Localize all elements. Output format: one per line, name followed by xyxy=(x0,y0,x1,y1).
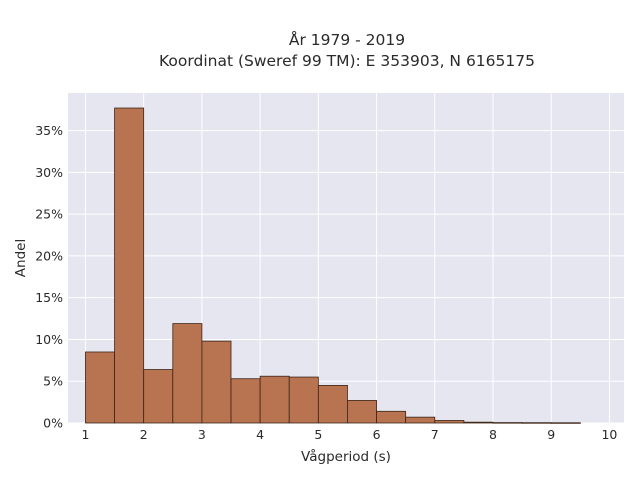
x-tick-label: 9 xyxy=(547,427,555,442)
x-axis-label: Vågperiod (s) xyxy=(301,448,391,465)
histogram-bar xyxy=(288,376,319,424)
histogram-bar xyxy=(114,107,145,424)
y-tick-label: 10% xyxy=(35,332,63,347)
histogram-bar xyxy=(230,378,261,424)
x-tick-label: 10 xyxy=(601,427,617,442)
histogram-bar xyxy=(405,416,436,424)
y-tick-label: 35% xyxy=(35,123,63,138)
y-tick-label: 0% xyxy=(43,416,63,431)
histogram-bars xyxy=(85,107,581,424)
y-tick-label: 15% xyxy=(35,290,63,305)
x-tick-label: 7 xyxy=(431,427,439,442)
histogram-bar xyxy=(85,351,115,424)
y-tick-label: 5% xyxy=(43,374,63,389)
x-tick-label: 4 xyxy=(256,427,264,442)
chart-title-line2: Koordinat (Sweref 99 TM): E 353903, N 61… xyxy=(159,52,535,70)
histogram-bar xyxy=(434,420,465,424)
histogram-bar xyxy=(376,410,407,424)
x-axis-ticks: 1 2 3 4 5 6 7 8 9 10 xyxy=(81,427,617,442)
histogram-bar xyxy=(492,422,523,424)
histogram-bar xyxy=(550,422,581,424)
histogram-bar xyxy=(201,340,232,424)
x-tick-label: 8 xyxy=(489,427,497,442)
y-tick-label: 30% xyxy=(35,165,63,180)
x-tick-label: 6 xyxy=(373,427,381,442)
x-tick-label: 3 xyxy=(198,427,206,442)
histogram-bar xyxy=(347,400,377,424)
y-axis-ticks: 0% 5% 10% 15% 20% 25% 30% 35% xyxy=(35,123,63,430)
histogram-bar xyxy=(259,375,290,424)
histogram-bar xyxy=(463,421,494,424)
x-tick-label: 5 xyxy=(314,427,322,442)
histogram-bar xyxy=(521,422,552,424)
x-tick-label: 2 xyxy=(140,427,148,442)
plot-area xyxy=(68,93,624,423)
histogram-bar xyxy=(143,369,174,424)
y-tick-label: 25% xyxy=(35,207,63,222)
x-tick-label: 1 xyxy=(81,427,89,442)
y-tick-label: 20% xyxy=(35,248,63,263)
chart-title-line1: År 1979 - 2019 xyxy=(289,30,405,49)
histogram-bar xyxy=(317,385,348,424)
histogram-bar xyxy=(172,323,203,424)
y-axis-label: Andel xyxy=(13,239,29,277)
